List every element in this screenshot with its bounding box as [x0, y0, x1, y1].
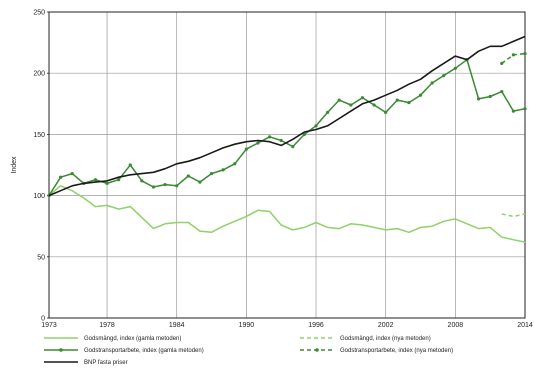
legend-item: Godsmängd, index (nya metoden): [300, 336, 431, 342]
series-point-1: [407, 100, 411, 105]
series-point-4: [511, 53, 515, 57]
series-point-1: [326, 110, 330, 114]
y-tick-label: 50: [37, 254, 45, 261]
series-point-1: [523, 107, 527, 111]
series-point-1: [105, 181, 109, 185]
series-point-1: [337, 98, 341, 102]
plot-frame: [48, 11, 526, 319]
legend-marker: [59, 348, 63, 352]
y-axis-ticks: 0 50 100 150 200 250: [33, 10, 49, 323]
legend-label: Godsmängd, index (nya metoden): [340, 336, 431, 342]
series-point-1: [511, 109, 515, 113]
x-tick-label: 1990: [239, 322, 255, 329]
x-axis-ticks: 1973 1978 1984 1990 1996 2002 2008 2014: [41, 322, 533, 329]
series-point-1: [302, 132, 307, 136]
series-point-1: [267, 135, 272, 139]
series-line-2: [48, 35, 526, 197]
series-point-1: [209, 171, 214, 176]
series-point-1: [117, 178, 121, 182]
grid: [48, 11, 526, 318]
legend: Godsmängd, index (gamla metoden) Godsmäng…: [44, 336, 453, 366]
series-point-1: [186, 174, 190, 178]
legend-label: Godstransportarbete, index (nya metoden): [340, 348, 453, 354]
series-line-1: [48, 58, 526, 196]
series-point-1: [221, 168, 225, 172]
series-point-1: [256, 141, 260, 145]
series-point-1: [128, 163, 132, 167]
series-point-1: [279, 138, 283, 143]
series-point-1: [244, 147, 248, 151]
series-point-1: [372, 103, 376, 107]
series-point-1: [488, 94, 492, 99]
series-point-1: [418, 93, 423, 97]
series-point-1: [198, 180, 202, 184]
x-tick-label: 2014: [517, 322, 533, 329]
legend-item: Godstransportarbete, index (nya metoden): [300, 348, 453, 354]
y-tick-label: 0: [41, 316, 45, 323]
legend-item: BNP fasta priser: [44, 360, 128, 366]
y-tick-label: 250: [33, 10, 45, 17]
legend-item: Godsmängd, index (gamla metoden): [44, 336, 181, 342]
series-point-1: [163, 182, 167, 187]
series-point-4: [500, 61, 504, 66]
legend-marker: [315, 348, 319, 352]
series-line-3: [501, 213, 526, 218]
y-axis-label: Index: [11, 156, 18, 174]
series-point-1: [59, 175, 63, 179]
legend-label: Godstransportarbete, index (gamla metode…: [84, 348, 204, 354]
series-point-1: [140, 179, 144, 183]
series-point-1: [233, 162, 237, 166]
series-point-1: [476, 97, 481, 101]
x-tick-label: 2008: [448, 322, 464, 329]
series-point-1: [349, 103, 353, 107]
legend-label: Godsmängd, index (gamla metoden): [84, 336, 181, 342]
x-tick-label: 1984: [169, 322, 185, 329]
x-tick-label: 2002: [378, 322, 394, 329]
y-tick-label: 200: [33, 71, 45, 78]
legend-item: Godstransportarbete, index (gamla metode…: [44, 348, 204, 354]
series-point-1: [360, 96, 365, 100]
series-point-1: [151, 185, 156, 189]
x-tick-label: 1973: [41, 322, 57, 329]
series-point-1: [395, 98, 399, 102]
legend-label: BNP fasta priser: [84, 360, 128, 366]
y-tick-label: 100: [33, 193, 45, 200]
series-point-1: [314, 124, 318, 128]
series-point-1: [70, 171, 74, 176]
series-point-1: [175, 184, 179, 188]
series-point-1: [500, 89, 504, 94]
series-point-4: [523, 52, 527, 56]
x-tick-label: 1978: [99, 322, 115, 329]
series-point-1: [384, 110, 388, 114]
series-point-1: [453, 66, 457, 70]
series-point-1: [93, 178, 98, 182]
y-tick-label: 150: [33, 132, 45, 139]
x-tick-label: 1996: [308, 322, 324, 329]
series-line-0: [48, 185, 526, 243]
series-point-1: [291, 145, 295, 149]
series-group: [47, 35, 527, 243]
series-point-1: [430, 81, 434, 85]
series-point-1: [442, 74, 446, 78]
axes: [48, 11, 526, 319]
